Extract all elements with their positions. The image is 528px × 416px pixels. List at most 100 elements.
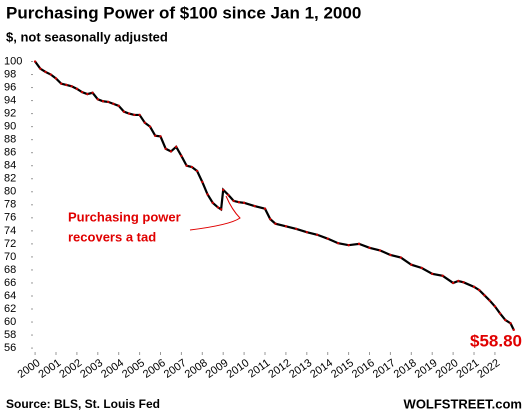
point (206, 193, 209, 196)
point (222, 188, 225, 192)
point (133, 113, 136, 117)
y-tick-label: 78 (4, 199, 16, 211)
point (185, 164, 188, 167)
point (101, 100, 105, 103)
point (33, 60, 37, 63)
y-tick-label: 56 (4, 342, 16, 354)
point (378, 249, 382, 252)
source: Source: BLS, St. Louis Fed (6, 397, 160, 411)
annotation-arrow (189, 195, 241, 231)
point (195, 169, 199, 173)
point (44, 70, 47, 74)
point (96, 98, 99, 101)
point (347, 243, 350, 247)
point (478, 288, 481, 292)
point (488, 299, 491, 302)
point (122, 110, 126, 113)
point (368, 246, 371, 249)
annotation: recovers a tad (68, 229, 156, 244)
y-tick-label: 82 (4, 173, 16, 185)
point (190, 165, 194, 169)
point (357, 242, 361, 246)
point (462, 281, 465, 284)
y-tick-label: 72 (4, 238, 16, 250)
y-tick-label: 64 (4, 290, 16, 302)
y-tick-label: 92 (4, 108, 16, 120)
point (451, 281, 455, 285)
end-label: $58.80 (470, 331, 522, 350)
y-tick-label: 74 (4, 225, 16, 237)
point (457, 279, 460, 283)
point (512, 328, 515, 332)
point (164, 147, 167, 150)
point (138, 113, 141, 117)
point (107, 100, 110, 104)
point (493, 305, 497, 308)
y-tick-label: 62 (4, 303, 16, 315)
point (509, 322, 512, 325)
annotation: Purchasing power (68, 209, 181, 224)
point (232, 199, 235, 203)
point (295, 227, 298, 231)
point (336, 242, 340, 245)
point (263, 207, 267, 210)
point (242, 201, 246, 205)
point (180, 154, 183, 158)
y-tick-label: 100 (4, 55, 22, 67)
x-tick-label: 2022 (475, 357, 502, 381)
point (154, 134, 157, 137)
chart-subtitle: $, not seasonally adjusted (6, 29, 168, 44)
point (399, 256, 403, 259)
y-tick-label: 88 (4, 134, 16, 146)
point (472, 285, 476, 289)
point (498, 312, 502, 315)
y-tick-label: 84 (4, 160, 16, 172)
point (169, 150, 173, 153)
line (34, 60, 515, 331)
point (60, 82, 63, 85)
y-tick-label: 98 (4, 68, 16, 80)
y-tick-label: 70 (4, 251, 16, 263)
point (143, 121, 147, 124)
point (80, 90, 84, 94)
point (410, 263, 413, 266)
y-tick-label: 90 (4, 121, 16, 133)
point (316, 233, 319, 236)
point (211, 201, 214, 205)
point (75, 87, 79, 91)
point (54, 77, 58, 80)
point (420, 266, 423, 270)
point (237, 200, 241, 204)
point (305, 230, 309, 234)
point (389, 253, 392, 257)
point (441, 274, 444, 277)
y-tick-label: 96 (4, 81, 16, 93)
y-tick-label: 58 (4, 329, 16, 341)
point (117, 104, 120, 108)
point (112, 102, 115, 106)
brand: WOLFSTREET.com (404, 396, 522, 411)
point (127, 112, 131, 115)
point (216, 206, 220, 209)
y-tick-label: 76 (4, 212, 16, 224)
y-tick-label: 94 (4, 94, 16, 106)
point (504, 318, 507, 322)
point (227, 193, 230, 197)
y-tick-label: 80 (4, 186, 16, 198)
point (274, 222, 277, 225)
point (284, 225, 288, 228)
point (91, 91, 94, 94)
y-tick-label: 60 (4, 316, 16, 328)
point (431, 272, 434, 276)
point (65, 83, 68, 87)
y-tick-label: 66 (4, 277, 16, 289)
point (49, 73, 52, 76)
point (39, 67, 42, 70)
point (201, 180, 204, 184)
chart-title: Purchasing Power of $100 since Jan 1, 20… (6, 3, 361, 22)
point (483, 294, 486, 297)
point (174, 145, 178, 149)
point (70, 85, 73, 88)
point (253, 204, 256, 208)
